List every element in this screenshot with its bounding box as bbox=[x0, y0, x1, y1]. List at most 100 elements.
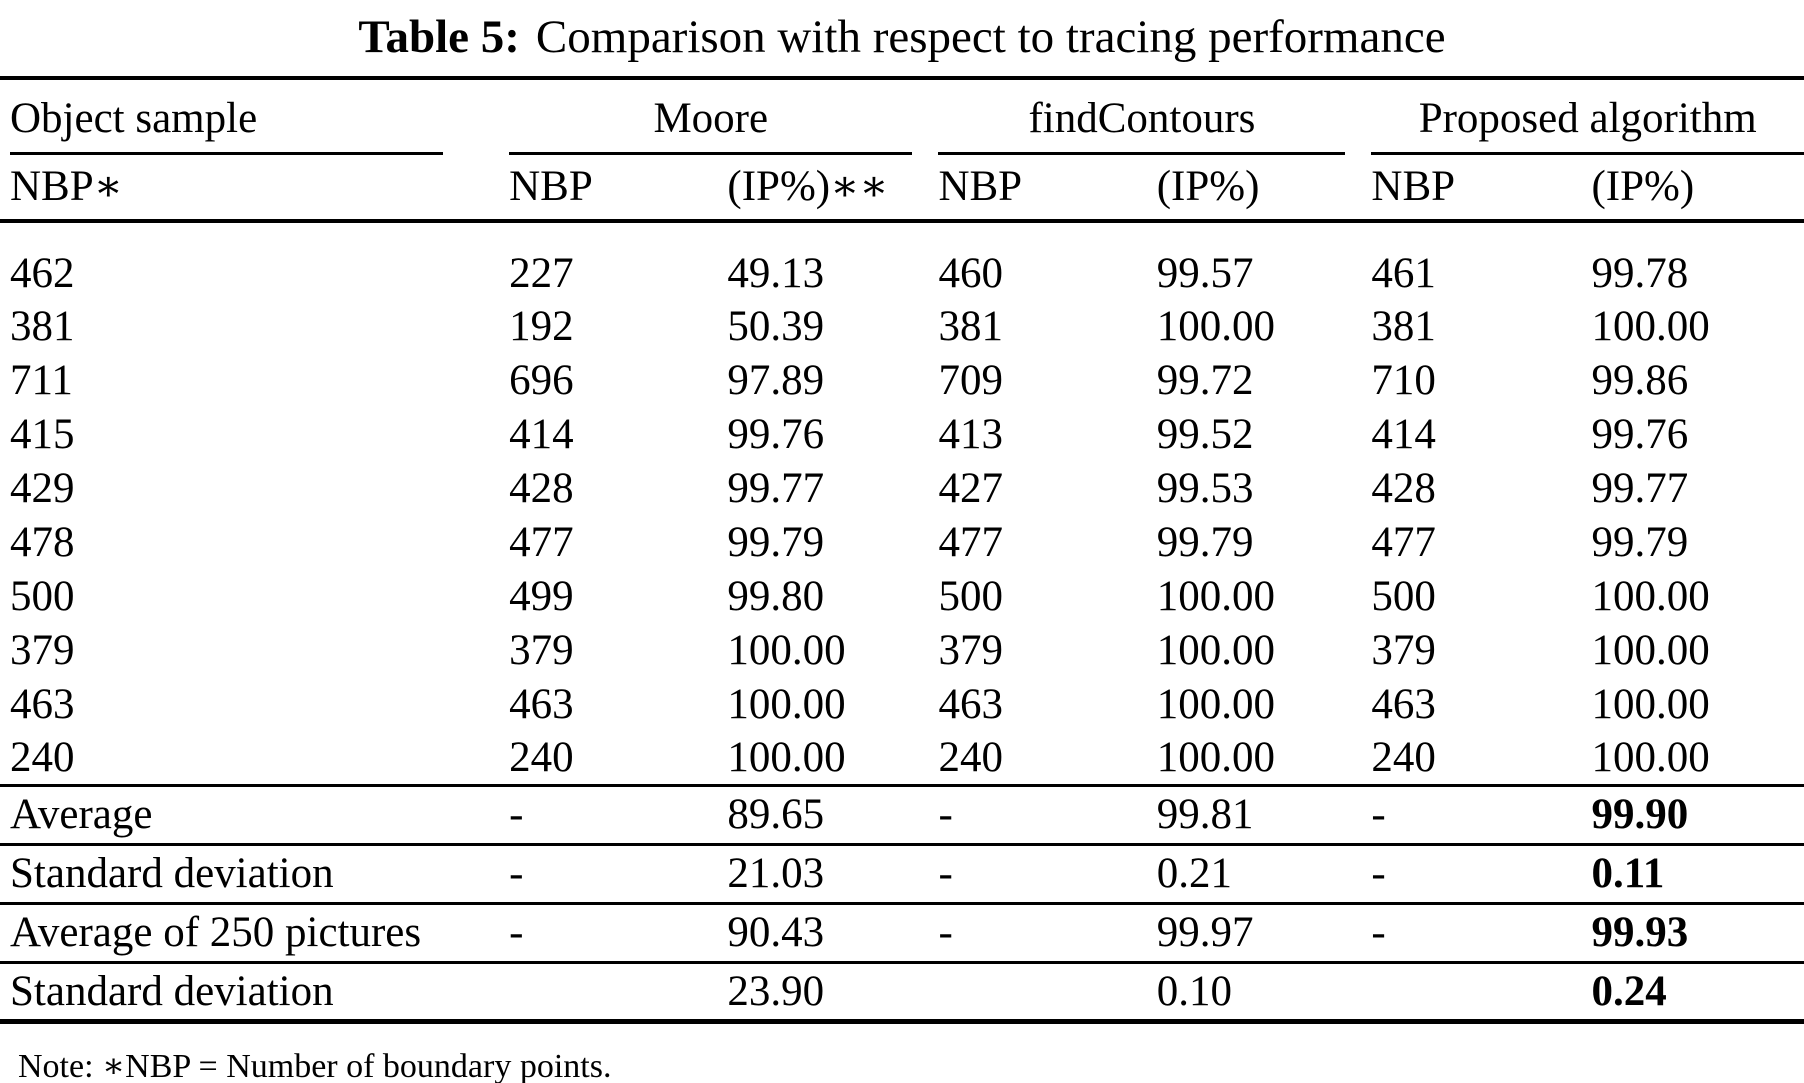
cell-moore-nbp: - bbox=[505, 783, 724, 844]
cell-findcontours-ip: 100.00 bbox=[1156, 680, 1275, 728]
table-row: 463 463 100.00 463 100.00 463 100.00 bbox=[0, 677, 1804, 731]
cell-nbp-sample: 429 bbox=[10, 464, 75, 512]
cell-proposed-ip: 0.11 bbox=[1587, 842, 1804, 903]
cell-moore-nbp: 499 bbox=[509, 572, 574, 620]
cell-proposed-nbp: - bbox=[1367, 901, 1588, 962]
table-caption-text: Comparison with respect to tracing perfo… bbox=[535, 11, 1446, 63]
subheader-findcontours-nbp: NBP bbox=[934, 155, 1153, 223]
cell-moore-nbp: 463 bbox=[509, 680, 574, 728]
table-row: 381 192 50.39 381 100.00 381 100.00 bbox=[0, 299, 1804, 353]
cell-findcontours-ip: 100.00 bbox=[1156, 302, 1275, 350]
cell-moore-nbp: 414 bbox=[509, 410, 574, 458]
cell-findcontours-nbp: 240 bbox=[938, 733, 1003, 781]
summary-label: Average bbox=[0, 783, 506, 844]
group-object-sample-cell: Object sample bbox=[0, 76, 506, 155]
cell-proposed-ip: 99.78 bbox=[1591, 249, 1689, 297]
group-proposed-cell: Proposed algorithm bbox=[1367, 76, 1804, 155]
group-moore-cell: Moore bbox=[505, 76, 935, 155]
cell-moore-ip: 21.03 bbox=[723, 842, 935, 903]
cell-findcontours-ip: 99.52 bbox=[1156, 410, 1254, 458]
cell-nbp-sample: 463 bbox=[10, 680, 75, 728]
cell-moore-ip: 49.13 bbox=[727, 249, 825, 297]
cell-proposed-ip: 99.86 bbox=[1591, 356, 1689, 404]
cell-proposed-ip: 100.00 bbox=[1591, 626, 1710, 674]
summary-row: Standard deviation 23.90 0.10 0.24 bbox=[0, 960, 1804, 1024]
cell-proposed-ip: 0.24 bbox=[1587, 960, 1804, 1024]
cell-proposed-nbp: 381 bbox=[1371, 302, 1436, 350]
cell-moore-ip: 90.43 bbox=[723, 901, 935, 962]
cell-moore-nbp: 379 bbox=[509, 626, 574, 674]
group-proposed-label: Proposed algorithm bbox=[1371, 94, 1804, 155]
table-row: 500 499 99.80 500 100.00 500 100.00 bbox=[0, 569, 1804, 623]
cell-moore-nbp: 428 bbox=[509, 464, 574, 512]
cell-moore-nbp bbox=[505, 960, 724, 1024]
cell-findcontours-nbp: - bbox=[934, 901, 1153, 962]
cell-proposed-ip: 99.90 bbox=[1587, 783, 1804, 844]
cell-findcontours-nbp: 381 bbox=[938, 302, 1003, 350]
cell-findcontours-ip: 99.97 bbox=[1152, 901, 1368, 962]
cell-moore-nbp: - bbox=[505, 901, 724, 962]
cell-proposed-ip: 99.76 bbox=[1591, 410, 1689, 458]
cell-proposed-nbp: - bbox=[1367, 842, 1588, 903]
cell-findcontours-ip: 100.00 bbox=[1156, 626, 1275, 674]
cell-proposed-ip: 99.79 bbox=[1591, 518, 1689, 566]
table-row: 240 240 100.00 240 100.00 240 100.00 bbox=[0, 731, 1804, 785]
subheader-proposed-ip: (IP%) bbox=[1587, 155, 1804, 223]
subheader-moore-nbp: NBP bbox=[505, 155, 724, 223]
table-row: 478 477 99.79 477 99.79 477 99.79 bbox=[0, 515, 1804, 569]
cell-moore-ip: 99.80 bbox=[727, 572, 825, 620]
cell-moore-nbp: 240 bbox=[509, 733, 574, 781]
group-findcontours-label: findContours bbox=[938, 94, 1346, 155]
cell-findcontours-ip: 0.10 bbox=[1152, 960, 1368, 1024]
cell-moore-nbp: 192 bbox=[509, 302, 574, 350]
table-row: 462 227 49.13 460 99.57 461 99.78 bbox=[0, 221, 1804, 299]
cell-moore-nbp: 227 bbox=[509, 249, 574, 297]
table-row: 711 696 97.89 709 99.72 710 99.86 bbox=[0, 353, 1804, 407]
cell-moore-nbp: 477 bbox=[509, 518, 574, 566]
cell-moore-ip: 50.39 bbox=[727, 302, 825, 350]
group-object-sample-label: Object sample bbox=[10, 94, 444, 155]
subheader-proposed-nbp: NBP bbox=[1367, 155, 1588, 223]
cell-moore-ip: 100.00 bbox=[727, 680, 846, 728]
cell-findcontours-nbp: 427 bbox=[938, 464, 1003, 512]
cell-findcontours-nbp: 463 bbox=[938, 680, 1003, 728]
subheader-nbp-sample: NBP∗ bbox=[0, 155, 506, 223]
cell-proposed-ip: 100.00 bbox=[1591, 733, 1710, 781]
cell-findcontours-ip: 100.00 bbox=[1156, 733, 1275, 781]
summary-label: Average of 250 pictures bbox=[0, 901, 506, 962]
table-row: 415 414 99.76 413 99.52 414 99.76 bbox=[0, 407, 1804, 461]
summary-row: Standard deviation -21.03-0.21-0.11 bbox=[0, 842, 1804, 903]
cell-proposed-nbp bbox=[1367, 960, 1588, 1024]
cell-moore-nbp: 696 bbox=[509, 356, 574, 404]
cell-findcontours-nbp: 413 bbox=[938, 410, 1003, 458]
summary-label: Standard deviation bbox=[0, 960, 506, 1024]
table-row: 379 379 100.00 379 100.00 379 100.00 bbox=[0, 623, 1804, 677]
cell-moore-ip: 100.00 bbox=[727, 626, 846, 674]
cell-proposed-nbp: 500 bbox=[1371, 572, 1436, 620]
subheader-row: NBP∗ NBP (IP%)∗∗ NBP (IP%) NBP (IP%) bbox=[0, 155, 1804, 223]
cell-proposed-nbp: 461 bbox=[1371, 249, 1436, 297]
cell-proposed-nbp: 414 bbox=[1371, 410, 1436, 458]
cell-findcontours-nbp: 500 bbox=[938, 572, 1003, 620]
group-findcontours-cell: findContours bbox=[934, 76, 1368, 155]
cell-proposed-ip: 100.00 bbox=[1591, 572, 1710, 620]
cell-nbp-sample: 240 bbox=[10, 733, 75, 781]
cell-proposed-nbp: 240 bbox=[1371, 733, 1436, 781]
cell-findcontours-nbp: - bbox=[934, 842, 1153, 903]
cell-proposed-ip: 100.00 bbox=[1591, 680, 1710, 728]
cell-findcontours-ip: 100.00 bbox=[1156, 572, 1275, 620]
cell-proposed-nbp: 428 bbox=[1371, 464, 1436, 512]
table-row: 429 428 99.77 427 99.53 428 99.77 bbox=[0, 461, 1804, 515]
cell-findcontours-nbp: 709 bbox=[938, 356, 1003, 404]
summary-label: Standard deviation bbox=[0, 842, 506, 903]
group-moore-label: Moore bbox=[509, 94, 913, 155]
summary-row: Average -89.65-99.81-99.90 bbox=[0, 783, 1804, 844]
cell-findcontours-nbp bbox=[934, 960, 1153, 1024]
cell-nbp-sample: 381 bbox=[10, 302, 75, 350]
cell-findcontours-nbp: - bbox=[934, 783, 1153, 844]
cell-findcontours-ip: 0.21 bbox=[1152, 842, 1368, 903]
cell-proposed-nbp: - bbox=[1367, 783, 1588, 844]
cell-proposed-ip: 99.77 bbox=[1591, 464, 1689, 512]
cell-moore-ip: 97.89 bbox=[727, 356, 825, 404]
